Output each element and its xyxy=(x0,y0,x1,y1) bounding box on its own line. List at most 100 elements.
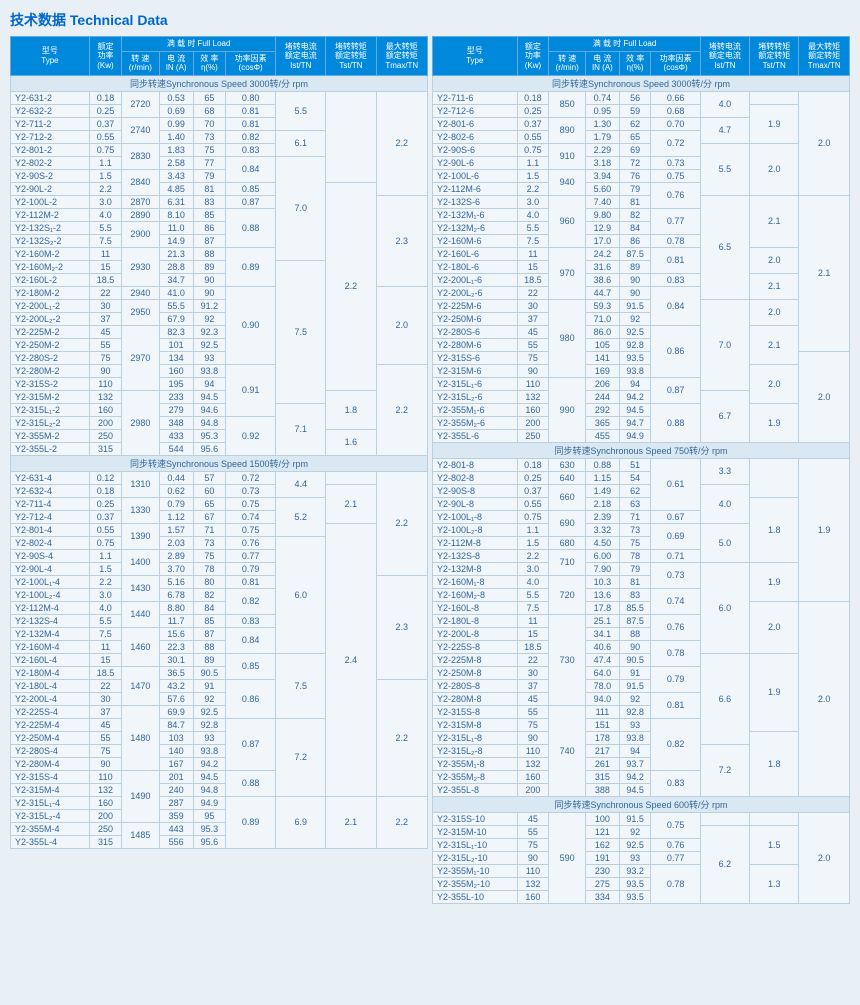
cell: 55.5 xyxy=(159,299,193,312)
cell-kw: 18.5 xyxy=(517,273,549,286)
cell-kw: 0.25 xyxy=(89,104,121,117)
cell: 93.8 xyxy=(193,364,225,377)
cell-type: Y2-802-6 xyxy=(433,130,518,143)
cell: 201 xyxy=(159,770,193,783)
cell-kw: 200 xyxy=(89,809,121,822)
cell-kw: 250 xyxy=(89,429,121,442)
cell-kw: 7.5 xyxy=(89,627,121,640)
cell: 86.0 xyxy=(586,325,620,338)
cell-kw: 160 xyxy=(517,770,549,783)
cell-type: Y2-200L₁-6 xyxy=(433,273,518,286)
cell: 1.15 xyxy=(586,471,620,484)
cell: 1.9 xyxy=(750,104,799,143)
cell: 75 xyxy=(193,143,225,156)
cell-type: Y2-355M-2 xyxy=(11,429,90,442)
cell-type: Y2-200L₁-2 xyxy=(11,299,90,312)
cell: 94.9 xyxy=(193,796,225,809)
cell: 14.9 xyxy=(159,234,193,247)
cell: 67 xyxy=(193,510,225,523)
cell: 2.89 xyxy=(159,549,193,562)
cell: 0.89 xyxy=(226,796,276,848)
table-row: Y2-225M-82247.490.56.61.9 xyxy=(433,653,850,666)
cell: 2.0 xyxy=(750,601,799,653)
cell: 65 xyxy=(193,91,225,104)
cell: 93 xyxy=(193,731,225,744)
cell: 2970 xyxy=(122,325,159,390)
cell: 72 xyxy=(619,156,651,169)
cell: 75 xyxy=(619,536,651,549)
cell-kw: 1.1 xyxy=(517,523,549,536)
cell: 1460 xyxy=(122,627,159,666)
cell: 84.7 xyxy=(159,718,193,731)
cell-type: Y2-355M-4 xyxy=(11,822,90,835)
cell-kw: 200 xyxy=(517,416,549,429)
cell-type: Y2-90S-2 xyxy=(11,169,90,182)
cell-kw: 132 xyxy=(89,783,121,796)
table-row: Y2-315L₁-416028794.90.896.92.12.2 xyxy=(11,796,428,809)
cell: 65 xyxy=(619,130,651,143)
cell: 24.2 xyxy=(586,247,620,260)
cell-kw: 110 xyxy=(517,377,549,390)
cell: 0.86 xyxy=(226,679,276,718)
cell: 0.75 xyxy=(226,523,276,536)
cell-kw: 0.55 xyxy=(517,130,549,143)
cell: 83 xyxy=(193,195,225,208)
cell: 94.9 xyxy=(619,429,651,442)
cell: 6.00 xyxy=(586,549,620,562)
cell: 1.40 xyxy=(159,130,193,143)
cell: 1400 xyxy=(122,549,159,575)
cell: 1.9 xyxy=(750,403,799,442)
cell: 92.5 xyxy=(193,338,225,351)
cell-type: Y2-132M-8 xyxy=(433,562,518,575)
cell: 0.76 xyxy=(651,182,700,208)
cell: 81 xyxy=(619,575,651,588)
cell: 93.8 xyxy=(619,364,651,377)
cell-type: Y2-160M-4 xyxy=(11,640,90,653)
cell: 1.30 xyxy=(586,117,620,130)
cell: 0.82 xyxy=(226,130,276,143)
cell: 0.73 xyxy=(651,156,700,169)
cell: 101 xyxy=(159,338,193,351)
cell-type: Y2-200L₂-2 xyxy=(11,312,90,325)
cell-kw: 75 xyxy=(517,838,549,851)
cell-type: Y2-112M-4 xyxy=(11,601,90,614)
cell: 0.78 xyxy=(651,864,700,903)
cell: 91 xyxy=(193,679,225,692)
cell: 87.5 xyxy=(619,247,651,260)
cell: 0.78 xyxy=(651,640,700,666)
cell-type: Y2-90L-2 xyxy=(11,182,90,195)
cell-type: Y2-280S-2 xyxy=(11,351,90,364)
cell: 73 xyxy=(193,130,225,143)
cell-kw: 22 xyxy=(89,286,121,299)
cell-kw: 4.0 xyxy=(89,208,121,221)
cell-type: Y2-315M-8 xyxy=(433,718,518,731)
cell-kw: 3.0 xyxy=(517,562,549,575)
cell: 233 xyxy=(159,390,193,403)
cell: 2.2 xyxy=(376,796,427,848)
cell-kw: 0.18 xyxy=(89,484,121,497)
cell: 12.9 xyxy=(586,221,620,234)
cell: 91.5 xyxy=(619,679,651,692)
cell: 2.0 xyxy=(750,299,799,325)
table-row: Y2-631-20.1827200.53650.805.52.2 xyxy=(11,91,428,104)
cell-kw: 90 xyxy=(517,851,549,864)
cell-type: Y2-160L-8 xyxy=(433,601,518,614)
cell: 279 xyxy=(159,403,193,416)
cell: 315 xyxy=(586,770,620,783)
cell: 70 xyxy=(193,117,225,130)
cell: 7.5 xyxy=(276,653,326,718)
cell: 8.10 xyxy=(159,208,193,221)
cell: 6.5 xyxy=(700,195,749,299)
cell: 100 xyxy=(586,812,620,825)
cell: 0.80 xyxy=(226,91,276,104)
section-header: 同步转速Synchronous Speed 600转/分 rpm xyxy=(433,796,850,812)
cell: 0.82 xyxy=(226,588,276,614)
cell: 9.80 xyxy=(586,208,620,221)
cell-type: Y2-200L-4 xyxy=(11,692,90,705)
cell: 0.76 xyxy=(651,838,700,851)
cell: 4.0 xyxy=(700,91,749,117)
table-row: Y2-315M-69016993.82.0 xyxy=(433,364,850,377)
cell: 69 xyxy=(619,143,651,156)
cell: 2980 xyxy=(122,390,159,455)
cell: 167 xyxy=(159,757,193,770)
